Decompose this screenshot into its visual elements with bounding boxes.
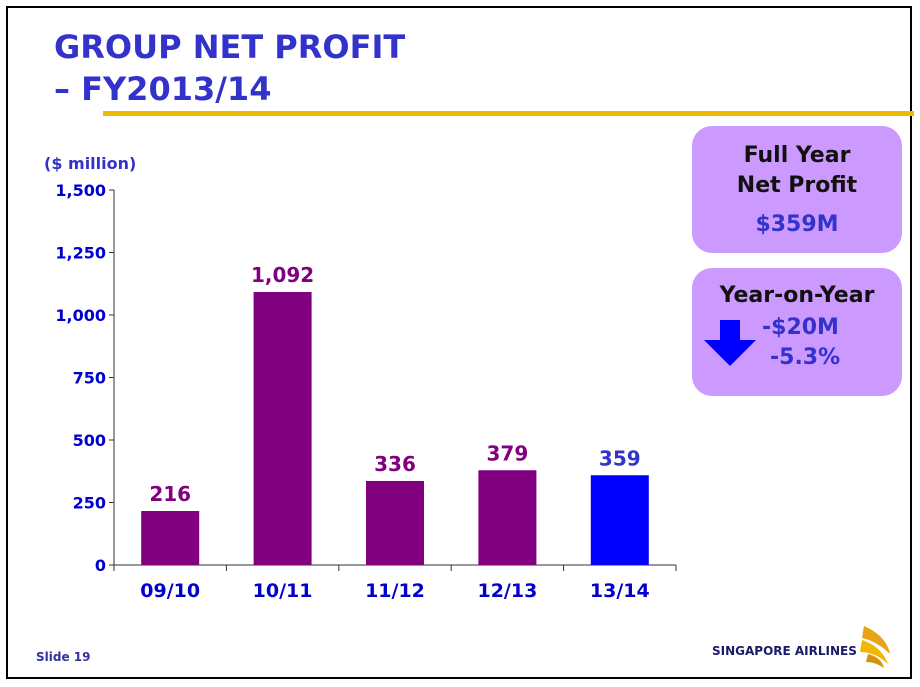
y-axis: 0 250 500 750 1,000 1,250 1,500 — [55, 181, 115, 575]
bar-13-14 — [590, 475, 649, 565]
bar-09-10 — [141, 511, 200, 565]
bird-logo-icon — [860, 626, 890, 668]
title-rule — [103, 111, 914, 116]
data-label: 379 — [487, 441, 529, 465]
net-profit-label: Net Profit — [736, 173, 858, 198]
data-label: 359 — [599, 446, 641, 470]
bar-12-13 — [478, 470, 537, 565]
full-year-label: Full Year — [743, 143, 851, 168]
y-tick-label: 250 — [73, 494, 106, 513]
y-tick-label: 1,500 — [55, 181, 106, 200]
y-tick-label: 0 — [95, 556, 106, 575]
data-label: 336 — [374, 452, 416, 476]
yoy-percent: -5.3% — [770, 345, 841, 370]
logo-text: SINGAPORE AIRLINES — [712, 644, 857, 658]
yoy-change: -$20M — [762, 315, 839, 340]
data-label: 216 — [149, 482, 191, 506]
x-tick-label: 09/10 — [140, 580, 200, 602]
bars: 216 1,092 336 379 359 — [141, 263, 649, 565]
y-tick-label: 1,250 — [55, 244, 106, 263]
bar-chart: ($ million) 0 250 500 750 1,000 1,250 1,500 09… — [44, 154, 677, 602]
slide-number: Slide 19 — [36, 650, 91, 664]
y-tick-label: 1,000 — [55, 306, 106, 325]
singapore-airlines-logo: SINGAPORE AIRLINES — [708, 620, 898, 668]
x-tick-label: 12/13 — [477, 580, 537, 602]
x-tick-label: 11/12 — [365, 580, 425, 602]
x-axis: 09/10 10/11 11/12 12/13 13/14 — [113, 564, 677, 602]
down-arrow-icon — [704, 320, 756, 366]
slide: GROUP NET PROFIT – FY2013/14 ($ million)… — [6, 6, 914, 679]
page-title: GROUP NET PROFIT – FY2013/14 — [54, 26, 405, 110]
full-year-net-profit-box: Full Year Net Profit $359M — [692, 126, 902, 253]
data-label: 1,092 — [251, 263, 314, 287]
yoy-title: Year-on-Year — [719, 283, 875, 308]
full-year-value: $359M — [755, 212, 839, 237]
bar-10-11 — [253, 292, 312, 565]
y-axis-label: ($ million) — [44, 154, 136, 173]
title-line-2: – FY2013/14 — [54, 70, 272, 108]
title-line-1: GROUP NET PROFIT — [54, 28, 406, 66]
x-tick-label: 13/14 — [590, 580, 650, 602]
year-on-year-box: Year-on-Year -$20M -5.3% — [692, 268, 902, 396]
y-tick-label: 500 — [73, 431, 106, 450]
x-tick-label: 10/11 — [253, 580, 313, 602]
y-tick-label: 750 — [73, 369, 106, 388]
bar-11-12 — [366, 481, 424, 565]
